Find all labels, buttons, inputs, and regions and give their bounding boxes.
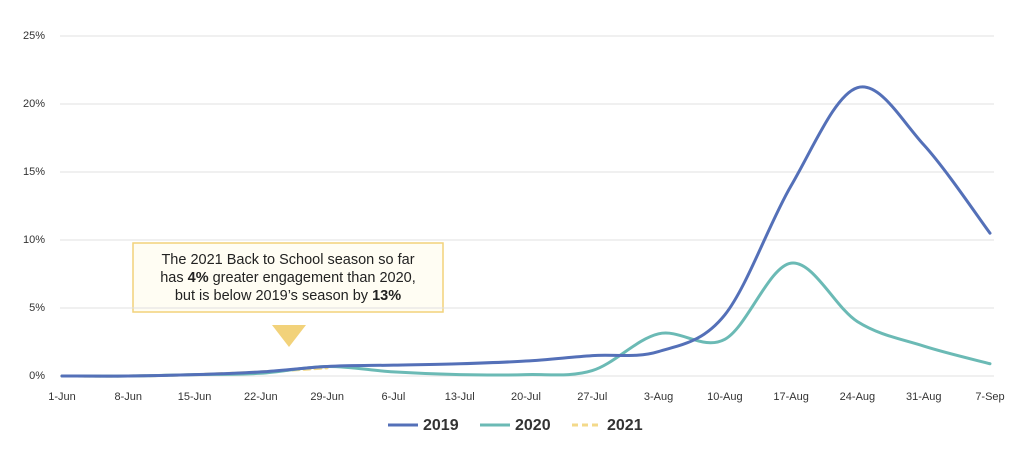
annotation-text: greater engagement than 2020, [209, 270, 416, 286]
annotation-line: but is below 2019’s season by 13% [175, 288, 401, 304]
x-tick-label: 8-Jun [115, 391, 143, 403]
annotation-text: The 2021 Back to School season so far [161, 252, 414, 268]
annotation-text: but is below 2019’s season by [175, 288, 372, 304]
x-tick-label: 29-Jun [310, 391, 344, 403]
y-tick-label: 0% [29, 370, 45, 382]
annotation-line: has 4% greater engagement than 2020, [160, 270, 416, 286]
y-tick-label: 15% [23, 166, 45, 178]
annotation-text: 4% [188, 270, 209, 286]
legend-label: 2019 [423, 417, 459, 434]
annotation-text: has [160, 270, 187, 286]
y-tick-label: 25% [23, 30, 45, 42]
x-tick-label: 3-Aug [644, 391, 673, 403]
annotation-line: The 2021 Back to School season so far [161, 252, 414, 268]
x-tick-label: 17-Aug [773, 391, 808, 403]
x-tick-label: 24-Aug [840, 391, 875, 403]
y-tick-label: 20% [23, 98, 45, 110]
x-tick-label: 6-Jul [382, 391, 406, 403]
x-tick-label: 15-Jun [178, 391, 212, 403]
x-tick-label: 20-Jul [511, 391, 541, 403]
x-tick-label: 7-Sep [975, 391, 1004, 403]
y-tick-label: 10% [23, 234, 45, 246]
x-tick-label: 27-Jul [577, 391, 607, 403]
x-tick-label: 1-Jun [48, 391, 76, 403]
line-series [60, 85, 992, 378]
legend-label: 2020 [515, 417, 551, 434]
x-tick-label: 10-Aug [707, 391, 742, 403]
annotation-text: 13% [372, 288, 401, 304]
annotation-pointer [272, 325, 306, 347]
x-tick-label: 31-Aug [906, 391, 941, 403]
x-tick-label: 13-Jul [445, 391, 475, 403]
y-tick-label: 5% [29, 302, 45, 314]
annotation-box [132, 242, 444, 313]
x-tick-label: 22-Jun [244, 391, 278, 403]
legend-label: 2021 [607, 417, 643, 434]
